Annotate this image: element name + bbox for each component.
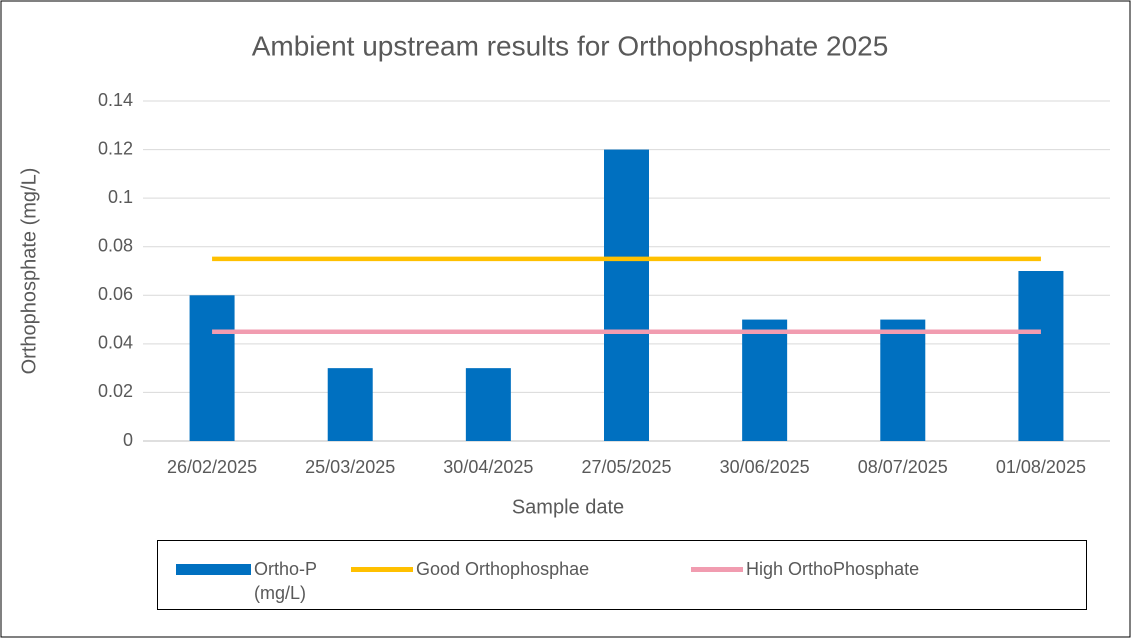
x-tick-label: 08/07/2025 bbox=[858, 457, 948, 477]
x-tick-label: 01/08/2025 bbox=[996, 457, 1086, 477]
y-tick-label: 0.14 bbox=[98, 90, 133, 110]
bar bbox=[880, 319, 926, 441]
legend-key bbox=[351, 567, 413, 572]
bar bbox=[1018, 271, 1064, 441]
legend-key bbox=[691, 567, 743, 572]
legend-label: Ortho-P (mg/L) bbox=[254, 559, 317, 603]
legend-key bbox=[176, 564, 251, 575]
bar bbox=[742, 319, 788, 441]
x-tick-label: 30/04/2025 bbox=[443, 457, 533, 477]
bar bbox=[327, 368, 373, 441]
bar bbox=[465, 368, 511, 441]
x-tick-label: 26/02/2025 bbox=[167, 457, 257, 477]
bar bbox=[189, 295, 235, 441]
y-tick-label: 0.04 bbox=[98, 333, 133, 353]
x-tick-label: 25/03/2025 bbox=[305, 457, 395, 477]
legend-item: Ortho-P (mg/L) bbox=[176, 557, 334, 605]
chart-title: Ambient upstream results for Orthophosph… bbox=[252, 30, 889, 61]
bar bbox=[604, 149, 649, 442]
legend-item: High OrthoPhosphate bbox=[691, 557, 919, 581]
y-tick-label: 0.02 bbox=[98, 381, 133, 401]
x-axis-title: Sample date bbox=[512, 496, 624, 518]
y-tick-label: 0 bbox=[123, 430, 133, 450]
y-tick-label: 0.1 bbox=[108, 187, 133, 207]
legend: Ortho-P (mg/L) Good Orthophosphae High Ort… bbox=[157, 540, 1087, 610]
y-tick-label: 0.06 bbox=[98, 284, 133, 304]
x-tick-label: 27/05/2025 bbox=[581, 457, 671, 477]
legend-label: Good Orthophosphae bbox=[416, 559, 590, 579]
y-tick-label: 0.08 bbox=[98, 235, 133, 255]
y-axis-title: Orthophosphate (mg/L) bbox=[18, 168, 40, 375]
y-tick-label: 0.12 bbox=[98, 138, 133, 158]
legend-label: High OrthoPhosphate bbox=[746, 559, 920, 579]
legend-item: Good Orthophosphae bbox=[351, 557, 589, 581]
x-tick-label: 30/06/2025 bbox=[720, 457, 810, 477]
